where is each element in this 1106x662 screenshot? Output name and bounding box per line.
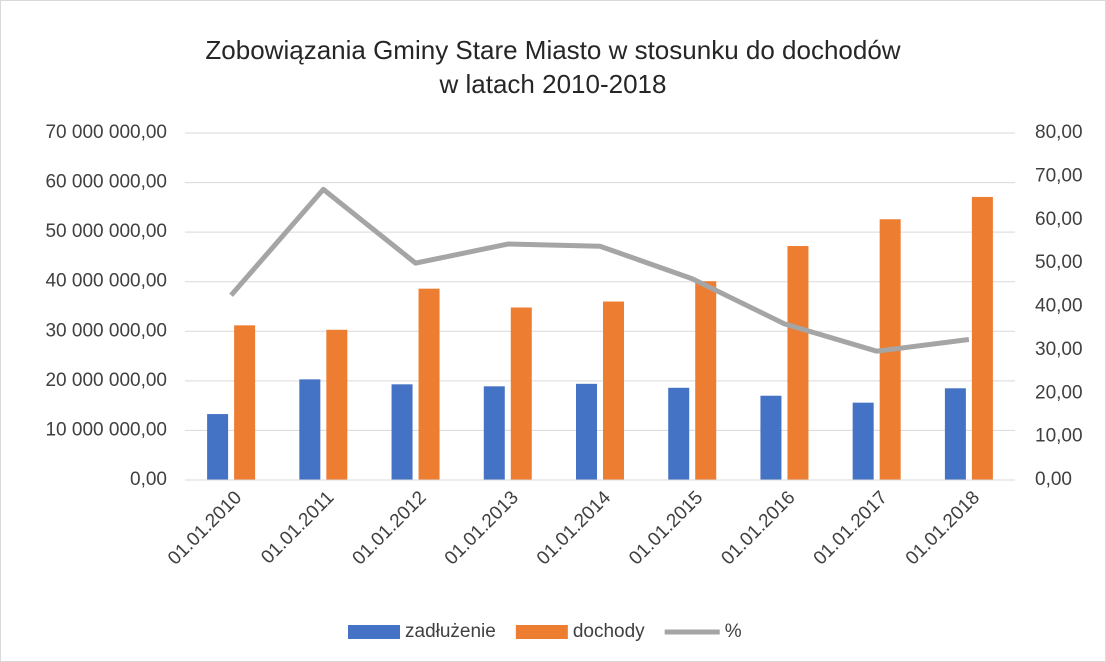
y2-tick-label: 70,00 (1035, 165, 1083, 186)
line-series (229, 186, 970, 354)
y-tick-label: 20 000 000,00 (45, 370, 167, 391)
bar (787, 246, 809, 480)
bar (603, 301, 624, 480)
y2-tick-label: 30,00 (1035, 339, 1083, 360)
legend-label: % (725, 621, 742, 642)
y-tick-label: 50 000 000,00 (45, 221, 167, 242)
y-tick-label: 70 000 000,00 (45, 122, 167, 143)
y-tick-label: 40 000 000,00 (45, 271, 167, 292)
bar (418, 288, 440, 480)
bar (695, 281, 717, 480)
chart-title: w latach 2010-2018 (439, 69, 667, 99)
bar (668, 387, 690, 480)
legend-label: dochody (573, 621, 645, 642)
bar (971, 196, 993, 480)
bar (576, 383, 597, 480)
y2-tick-label: 10,00 (1035, 426, 1083, 447)
bar (326, 329, 348, 480)
bar (483, 386, 505, 480)
bar (207, 414, 229, 480)
y2-tick-label: 50,00 (1035, 252, 1083, 273)
bar (299, 379, 321, 480)
y-tick-label: 30 000 000,00 (45, 320, 167, 341)
legend-label: zadłużenie (405, 621, 496, 642)
y2-tick-label: 40,00 (1035, 296, 1083, 317)
bar (852, 402, 874, 480)
y-tick-label: 0,00 (130, 469, 167, 490)
legend-swatch (348, 625, 400, 639)
bar (760, 395, 782, 480)
legend-swatch (515, 625, 568, 639)
y2-tick-label: 60,00 (1035, 209, 1083, 230)
y-tick-label: 10 000 000,00 (45, 419, 167, 440)
bar (234, 325, 256, 480)
y2-tick-label: 20,00 (1035, 382, 1083, 403)
y2-tick-label: 80,00 (1035, 122, 1083, 143)
bar (510, 307, 532, 480)
chart-title: Zobowiązania Gminy Stare Miasto w stosun… (205, 35, 900, 65)
y2-tick-label: 0,00 (1035, 469, 1072, 490)
bar (944, 388, 966, 480)
y-tick-label: 60 000 000,00 (45, 172, 167, 193)
bar (391, 384, 413, 480)
